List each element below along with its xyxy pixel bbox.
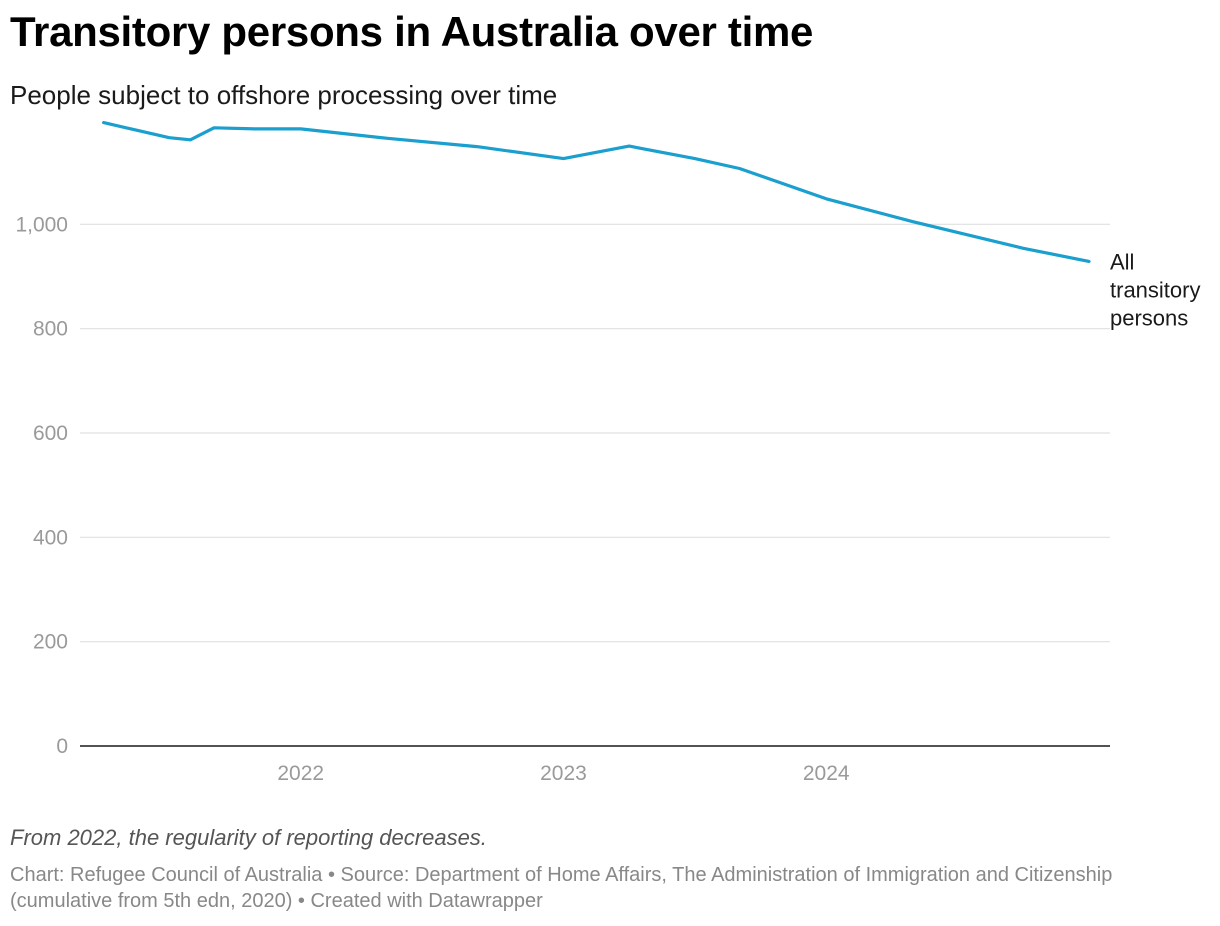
data-point-14 [1021, 246, 1025, 250]
y-axis-tick-labels: 0 200 400 600 800 1,000 [15, 213, 68, 758]
gridlines [80, 223, 1110, 643]
data-point-6 [385, 136, 389, 140]
data-point-0 [102, 121, 106, 125]
data-point-9 [627, 144, 631, 148]
data-point-15 [1087, 259, 1091, 263]
series-label-line: All [1110, 249, 1134, 274]
chart-subtitle: People subject to offshore processing ov… [10, 80, 558, 110]
series-label-line: persons [1110, 305, 1188, 330]
y-tick-label-200: 200 [33, 631, 68, 654]
x-tick-label-2022: 2022 [277, 762, 324, 785]
data-point-4 [254, 127, 258, 131]
chart-footer: Chart: Refugee Council of Australia • So… [10, 864, 1113, 912]
y-tick-label-0: 0 [56, 735, 68, 758]
data-point-12 [824, 197, 828, 201]
data-point-1 [167, 136, 171, 140]
y-tick-label-400: 400 [33, 526, 68, 549]
data-point-11 [738, 167, 742, 171]
series-line-all-transitory-persons [102, 121, 1091, 263]
line-chart: 0 200 400 600 800 1,000 2022 2023 2024 All trans… [15, 121, 1200, 785]
data-point-8 [562, 157, 566, 161]
y-tick-label-600: 600 [33, 422, 68, 445]
data-point-2 [188, 138, 192, 142]
x-axis-tick-labels: 2022 2023 2024 [277, 762, 850, 785]
data-point-5 [299, 127, 303, 131]
x-tick-label-2023: 2023 [540, 762, 587, 785]
y-tick-label-800: 800 [33, 318, 68, 341]
data-point-7 [475, 145, 479, 149]
series-layer [102, 121, 1091, 263]
data-point-10 [693, 157, 697, 161]
series-label-all-transitory-persons: All transitory persons [1110, 249, 1200, 330]
data-point-13 [911, 220, 915, 224]
chart-title: Transitory persons in Australia over tim… [10, 8, 814, 55]
y-tick-label-1000: 1,000 [15, 213, 68, 236]
x-tick-label-2024: 2024 [803, 762, 850, 785]
series-label-line: transitory [1110, 277, 1200, 302]
data-point-3 [212, 126, 216, 130]
chart-note: From 2022, the regularity of reporting d… [10, 825, 487, 850]
series-label-layer: All transitory persons [1110, 249, 1200, 330]
